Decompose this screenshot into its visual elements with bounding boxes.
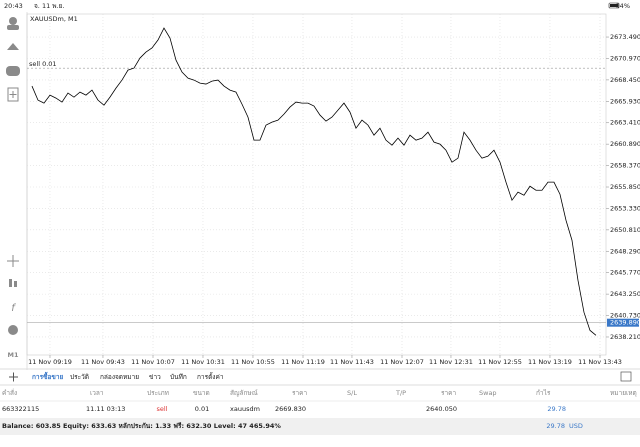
column-header: ราคา [441, 389, 456, 397]
account-icon-body [7, 25, 19, 30]
y-tick-label: 2663.410 [610, 119, 640, 127]
new-order-plus [9, 91, 17, 98]
x-tick-label: 11 Nov 09:43 [81, 358, 125, 366]
order-id: 663322115 [2, 405, 39, 413]
timeframe-button[interactable]: M1 [8, 351, 19, 359]
x-tick-label: 11 Nov 10:55 [231, 358, 275, 366]
x-tick-label: 11 Nov 12:31 [429, 358, 473, 366]
objects-icon[interactable] [8, 325, 18, 335]
y-tick-label: 2655.850 [610, 183, 640, 191]
y-tick-label: 2665.930 [610, 97, 640, 105]
x-tick-label: 11 Nov 13:19 [528, 358, 572, 366]
column-header: สัญลักษณ์ [230, 389, 258, 397]
order-open-price: 2669.830 [275, 405, 306, 413]
order-price: 2640.050 [426, 405, 457, 413]
y-tick-label: 2660.890 [610, 140, 640, 148]
x-tick-label: 11 Nov 13:43 [578, 358, 622, 366]
total-profit: 29.78 [546, 422, 565, 430]
tab[interactable]: การตั้งค่า [197, 372, 224, 381]
x-tick-label: 11 Nov 11:19 [281, 358, 325, 366]
y-tick-label: 2638.210 [610, 333, 640, 341]
trade-icon[interactable] [7, 43, 19, 50]
x-tick-label: 11 Nov 12:07 [380, 358, 424, 366]
column-header: Swap [479, 389, 497, 397]
order-volume: 0.01 [195, 405, 209, 413]
add-button[interactable] [9, 372, 18, 382]
expand-button[interactable] [620, 371, 632, 382]
bid-label: 2639.890 [610, 319, 640, 327]
order-symbol: xauusdm [230, 405, 260, 413]
order-time: 11.11 03:13 [86, 405, 125, 413]
column-header: หมายเหตุ [610, 389, 637, 397]
column-header: เวลา [90, 389, 104, 397]
order-profit: 29.78 [547, 405, 566, 413]
tab[interactable]: บันทึก [170, 373, 187, 381]
tab[interactable]: ข่าว [149, 373, 161, 381]
column-header: ราคา [292, 389, 307, 397]
y-tick-label: 2648.290 [610, 247, 640, 255]
y-tick-label: 2643.250 [610, 290, 640, 298]
order-type: sell [157, 405, 168, 413]
x-tick-label: 11 Nov 11:43 [330, 358, 374, 366]
tab[interactable]: การซื้อขาย [32, 371, 63, 381]
tab[interactable]: กล่องจดหมาย [100, 373, 139, 381]
status-date: จ. 11 พ.ย. [34, 2, 65, 10]
status-battery: 94% [616, 2, 630, 10]
chat-icon[interactable] [6, 66, 20, 76]
account-icon[interactable] [9, 17, 17, 25]
status-time: 20:43 [4, 2, 23, 10]
column-header: คำสั่ง [2, 388, 17, 397]
candle-icon-2 [14, 281, 17, 287]
crosshair-icon[interactable] [7, 255, 19, 267]
y-tick-label: 2670.970 [610, 54, 640, 62]
new-order-icon[interactable] [7, 87, 19, 102]
chart-frame [26, 13, 607, 356]
candle-icon[interactable] [9, 279, 12, 287]
x-tick-label: 11 Nov 10:07 [131, 358, 175, 366]
order-label: sell 0.01 [29, 60, 57, 68]
price-line [31, 27, 597, 336]
currency: USD [569, 422, 583, 430]
column-header: S/L [347, 389, 357, 397]
x-tick-label: 11 Nov 12:55 [478, 358, 522, 366]
footer-bar [0, 418, 640, 435]
column-header: T/P [395, 389, 406, 397]
column-header: ประเภท [147, 389, 169, 397]
bid-label-box [607, 318, 639, 327]
y-tick-label: 2658.370 [610, 162, 640, 170]
account-summary: Balance: 603.85 Equity: 633.63 หลักประกั… [2, 422, 281, 430]
x-tick-label: 11 Nov 09:19 [28, 358, 72, 366]
battery-icon [608, 2, 620, 9]
y-tick-label: 2668.450 [610, 76, 640, 84]
y-tick-label: 2673.490 [610, 33, 640, 41]
column-header: กำไร [536, 389, 551, 397]
x-tick-label: 11 Nov 10:31 [181, 358, 225, 366]
tab[interactable]: ประวัติ [70, 373, 89, 381]
battery-level [610, 4, 618, 7]
y-tick-label: 2650.810 [610, 226, 640, 234]
y-tick-label: 2645.770 [610, 269, 640, 277]
indicator-icon[interactable]: f [11, 303, 16, 314]
chart-title: XAUUSDm, M1 [30, 15, 78, 23]
column-header: ขนาด [193, 389, 210, 397]
y-tick-label: 2640.730 [610, 312, 640, 320]
y-tick-label: 2653.330 [610, 204, 640, 212]
